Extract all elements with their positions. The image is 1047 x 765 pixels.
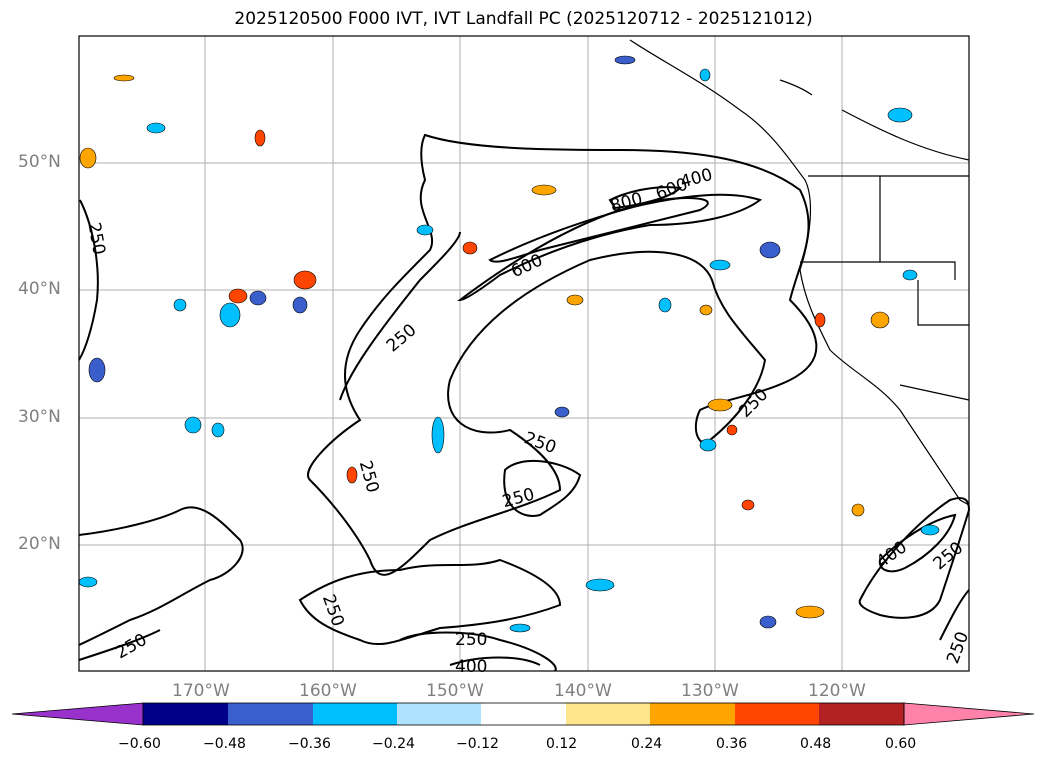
contour-label: 250 bbox=[455, 630, 487, 650]
lat-label: 50°N bbox=[18, 152, 61, 172]
colorbar-tick: 0.48 bbox=[800, 736, 832, 752]
lon-label: 140°W bbox=[554, 681, 612, 701]
contour-label: 400 bbox=[455, 657, 487, 677]
colorbar-tick: −0.12 bbox=[456, 736, 499, 752]
map-title: 2025120500 F000 IVT, IVT Landfall PC (20… bbox=[234, 9, 813, 29]
lon-label: 130°W bbox=[681, 681, 739, 701]
lat-label: 40°N bbox=[18, 279, 61, 299]
contour-label: 800 bbox=[608, 189, 645, 217]
lon-label: 150°W bbox=[426, 681, 484, 701]
contour-label: 250 bbox=[355, 459, 383, 496]
contour-label: 250 bbox=[112, 630, 150, 664]
contour-label: 250 bbox=[521, 428, 558, 458]
colorbar-tick: 0.60 bbox=[885, 736, 917, 752]
lon-label: 160°W bbox=[299, 681, 357, 701]
lat-label: 30°N bbox=[18, 407, 61, 427]
lon-label: 170°W bbox=[172, 681, 230, 701]
contour-label: 250 bbox=[83, 221, 108, 256]
contour-label: 250 bbox=[383, 320, 421, 356]
contour-label: 250 bbox=[735, 385, 772, 422]
pc-shading bbox=[78, 55, 940, 633]
coastlines bbox=[629, 39, 970, 506]
map-frame bbox=[78, 35, 970, 672]
colorbar-tick: −0.36 bbox=[288, 736, 331, 752]
contour-label: 250 bbox=[500, 484, 537, 512]
grid-lines bbox=[79, 36, 969, 671]
lat-label: 20°N bbox=[18, 534, 61, 554]
ivt-contours bbox=[78, 133, 971, 672]
colorbar-tick: −0.48 bbox=[203, 736, 246, 752]
colorbar-tick: −0.24 bbox=[372, 736, 415, 752]
contour-label: 600 bbox=[653, 175, 690, 205]
contour-label: 600 bbox=[508, 250, 546, 282]
lon-label: 120°W bbox=[808, 681, 866, 701]
colorbar-tick: 0.36 bbox=[716, 736, 748, 752]
colorbar-tick: −0.60 bbox=[118, 736, 161, 752]
colorbar-tick: 0.24 bbox=[631, 736, 663, 752]
colorbar bbox=[11, 702, 1035, 726]
colorbar-tick: 0.12 bbox=[546, 736, 578, 752]
contour-label: 250 bbox=[930, 538, 968, 574]
